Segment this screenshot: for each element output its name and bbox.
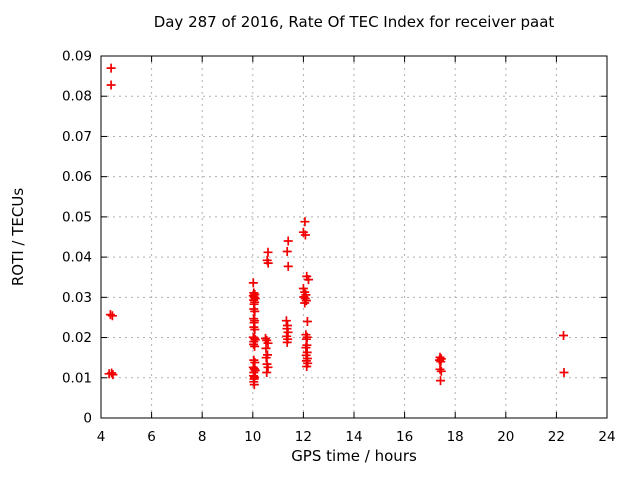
y-tick-label: 0.06	[62, 169, 92, 185]
x-tick-label: 24	[598, 429, 615, 445]
data-point	[435, 364, 445, 374]
data-point	[281, 316, 291, 326]
y-tick-label: 0.02	[62, 330, 92, 346]
data-point	[436, 357, 446, 367]
data-point	[559, 368, 569, 377]
x-axis-label: GPS time / hours	[291, 447, 417, 465]
data-point	[248, 278, 258, 288]
x-tick-label: 14	[345, 429, 362, 445]
data-point	[300, 298, 310, 308]
y-tick-label: 0.05	[62, 209, 92, 225]
data-point	[263, 247, 273, 257]
y-tick-label: 0.01	[62, 370, 92, 386]
x-tick-label: 16	[396, 429, 413, 445]
data-point	[282, 337, 292, 347]
data-point	[436, 376, 445, 386]
data-point	[106, 80, 116, 90]
data-point	[283, 261, 293, 271]
y-tick-label: 0.09	[62, 49, 92, 65]
data-point	[302, 362, 312, 371]
data-point	[106, 63, 116, 73]
data-point	[263, 338, 273, 348]
x-tick-label: 22	[548, 429, 565, 445]
data-point	[261, 343, 271, 353]
data-point	[107, 311, 117, 321]
chart-title: Day 287 of 2016, Rate Of TEC Index for r…	[153, 13, 555, 31]
data-point	[263, 362, 273, 372]
y-tick-label: 0.08	[62, 89, 92, 105]
data-point	[263, 258, 273, 268]
data-point	[249, 380, 259, 390]
data-point	[435, 355, 444, 365]
data-point	[262, 368, 272, 377]
x-tick-label: 4	[97, 429, 106, 445]
data-point	[559, 331, 568, 340]
data-point	[108, 370, 118, 380]
x-tick-label: 6	[147, 429, 156, 445]
y-tick-label: 0.04	[62, 250, 92, 266]
data-point	[107, 368, 117, 378]
data-point	[283, 236, 293, 246]
data-point	[249, 339, 259, 349]
x-tick-label: 10	[244, 429, 261, 445]
data-point	[300, 230, 310, 240]
x-tick-label: 20	[497, 429, 514, 445]
data-point	[261, 333, 270, 343]
y-tick-label: 0.07	[62, 129, 92, 145]
data-point	[250, 325, 260, 334]
data-point	[300, 217, 310, 227]
data-point	[302, 317, 312, 326]
x-tick-label: 18	[447, 429, 464, 445]
data-point	[282, 247, 292, 256]
y-tick-label: 0	[83, 411, 92, 427]
data-point	[250, 306, 260, 316]
data-point	[250, 341, 260, 351]
x-tick-label: 8	[198, 429, 207, 445]
data-point	[304, 275, 313, 285]
data-point	[436, 366, 446, 376]
data-point	[105, 310, 115, 320]
data-point	[301, 343, 311, 353]
y-tick-label: 0.03	[62, 290, 92, 306]
x-tick-label: 12	[295, 429, 312, 445]
